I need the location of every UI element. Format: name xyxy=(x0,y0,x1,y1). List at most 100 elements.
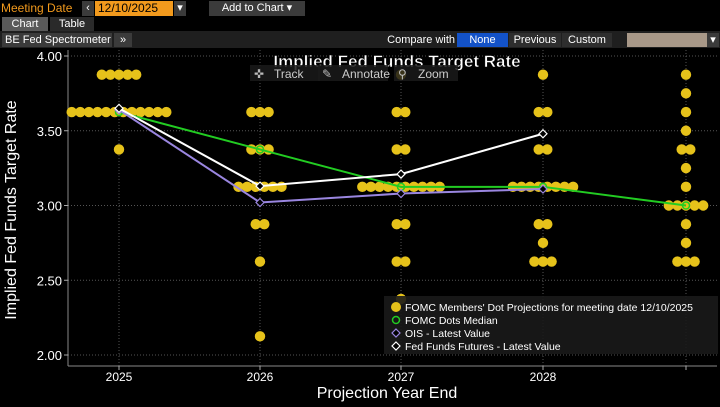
x-tick-label: 2028 xyxy=(530,370,557,384)
dot-projection xyxy=(391,106,402,118)
ois-marker xyxy=(538,184,548,194)
add-to-chart-button[interactable]: Add to Chart ▾ xyxy=(209,1,305,16)
axes: 2.00 2.50 3.00 3.50 4.00 2025 2026 2027 2028 xyxy=(37,49,717,384)
dot-projection xyxy=(83,106,95,118)
y-tick-label: 3.50 xyxy=(37,124,62,139)
dot-projection xyxy=(689,200,700,211)
dot-projection xyxy=(100,106,112,118)
dot-projection xyxy=(75,106,86,118)
dot-projection xyxy=(254,256,266,267)
series-line-median xyxy=(118,111,687,207)
median-marker xyxy=(681,201,691,210)
dot-projection xyxy=(400,256,411,267)
chart-area: 2.00 2.50 3.00 3.50 4.00 2025 2026 2027 2028 Imp… xyxy=(3,49,718,402)
dot-projection xyxy=(131,69,142,80)
dot-projection xyxy=(246,106,257,118)
dot-projection xyxy=(391,256,402,267)
dot-projection xyxy=(259,218,270,230)
tab-table[interactable]: Table xyxy=(50,17,94,31)
dot-projection xyxy=(241,181,253,193)
dot-projection xyxy=(263,106,274,118)
meeting-date-input[interactable]: 12/10/2025 xyxy=(95,1,173,16)
dot-projection xyxy=(680,88,692,99)
previous-date-button[interactable]: ‹ xyxy=(82,1,94,16)
tab-chart[interactable]: Chart xyxy=(2,17,48,31)
meeting-date-label: Meeting Date xyxy=(1,1,73,15)
dot-projection xyxy=(537,237,549,249)
x-tick-label: 2025 xyxy=(106,370,133,384)
dot-projection xyxy=(672,200,683,211)
tool-annotate-button[interactable]: ✎ Annotate xyxy=(318,65,390,81)
dot-projection xyxy=(152,106,163,118)
ois-marker xyxy=(255,197,265,208)
dot-projection xyxy=(676,144,687,155)
dot-projection xyxy=(685,144,696,155)
y-tick-label: 3.00 xyxy=(37,199,62,214)
series-line-ois xyxy=(118,108,544,204)
compare-none-button[interactable]: None xyxy=(457,33,508,47)
ois-marker xyxy=(396,188,406,199)
dot-projection xyxy=(680,218,692,230)
chart-toolbar: BE Fed Spectrometer » Compare with None … xyxy=(0,31,720,48)
dot-projection xyxy=(92,106,103,118)
dot-projection xyxy=(672,256,683,267)
chevron-down-icon: ▾ xyxy=(177,2,183,14)
dot-projection xyxy=(365,181,377,193)
dot-projection xyxy=(161,106,172,118)
y-tick-label: 4.00 xyxy=(37,49,62,64)
source-selector[interactable]: BE Fed Spectrometer xyxy=(2,33,112,47)
tool-track-button[interactable]: ✜ Track xyxy=(250,65,320,81)
dot-projection xyxy=(533,144,544,155)
dot-projection xyxy=(546,256,557,267)
tool-zoom-button[interactable]: ⚲ Zoom xyxy=(394,65,458,81)
legend-label: FOMC Dots Median xyxy=(405,315,498,327)
compare-custom-button[interactable]: Custom xyxy=(562,33,612,47)
y-axis-label: Implied Fed Funds Target Rate xyxy=(3,100,20,319)
dot-projection xyxy=(698,200,709,211)
dot-projection xyxy=(680,69,692,80)
dot-projection xyxy=(357,181,368,193)
dot-projection xyxy=(400,144,411,155)
chevron-left-icon: ‹ xyxy=(86,2,90,14)
futures-marker xyxy=(396,169,406,179)
dot-projection xyxy=(680,256,692,267)
dot-projection xyxy=(105,69,116,80)
dot-projection xyxy=(680,181,692,193)
pencil-icon: ✎ xyxy=(322,67,332,81)
futures-marker xyxy=(255,181,265,191)
legend-diamond-icon xyxy=(391,328,401,338)
expand-button[interactable]: » xyxy=(114,33,132,47)
magnifier-icon: ⚲ xyxy=(398,67,407,81)
dot-projection xyxy=(135,106,146,118)
median-marker xyxy=(255,145,265,154)
dot-projection xyxy=(374,181,385,193)
dot-projection xyxy=(254,106,266,118)
dot-projection xyxy=(533,106,544,118)
futures-marker xyxy=(114,103,124,114)
dot-projection xyxy=(533,218,544,230)
dot-projection xyxy=(400,106,411,118)
x-axis-label: Projection Year End xyxy=(317,385,458,402)
custom-dropdown-button[interactable]: ▾ xyxy=(707,33,719,47)
y-tick-label: 2.50 xyxy=(37,273,62,288)
tool-background xyxy=(394,65,458,81)
tool-background xyxy=(250,65,320,81)
dot-projection xyxy=(529,256,540,267)
double-chevron-right-icon: » xyxy=(119,34,127,46)
legend-label: FOMC Members' Dot Projections for meetin… xyxy=(405,302,693,314)
legend-diamond-icon xyxy=(391,341,401,351)
chevron-down-icon: ▾ xyxy=(710,34,716,46)
custom-date-field[interactable] xyxy=(627,33,707,47)
dot-projection xyxy=(250,218,261,230)
legend: FOMC Members' Dot Projections for meetin… xyxy=(384,296,718,354)
y-tick-label: 2.00 xyxy=(37,348,62,363)
date-dropdown-button[interactable]: ▾ xyxy=(174,1,186,16)
dot-projection xyxy=(689,256,700,267)
compare-previous-button[interactable]: Previous xyxy=(509,33,561,47)
dot-projection xyxy=(542,218,553,230)
dot-projection xyxy=(680,106,692,118)
dot-projection xyxy=(391,144,402,155)
legend-background xyxy=(384,296,718,354)
dot-projection xyxy=(122,69,133,80)
x-tick-label: 2027 xyxy=(388,370,415,384)
